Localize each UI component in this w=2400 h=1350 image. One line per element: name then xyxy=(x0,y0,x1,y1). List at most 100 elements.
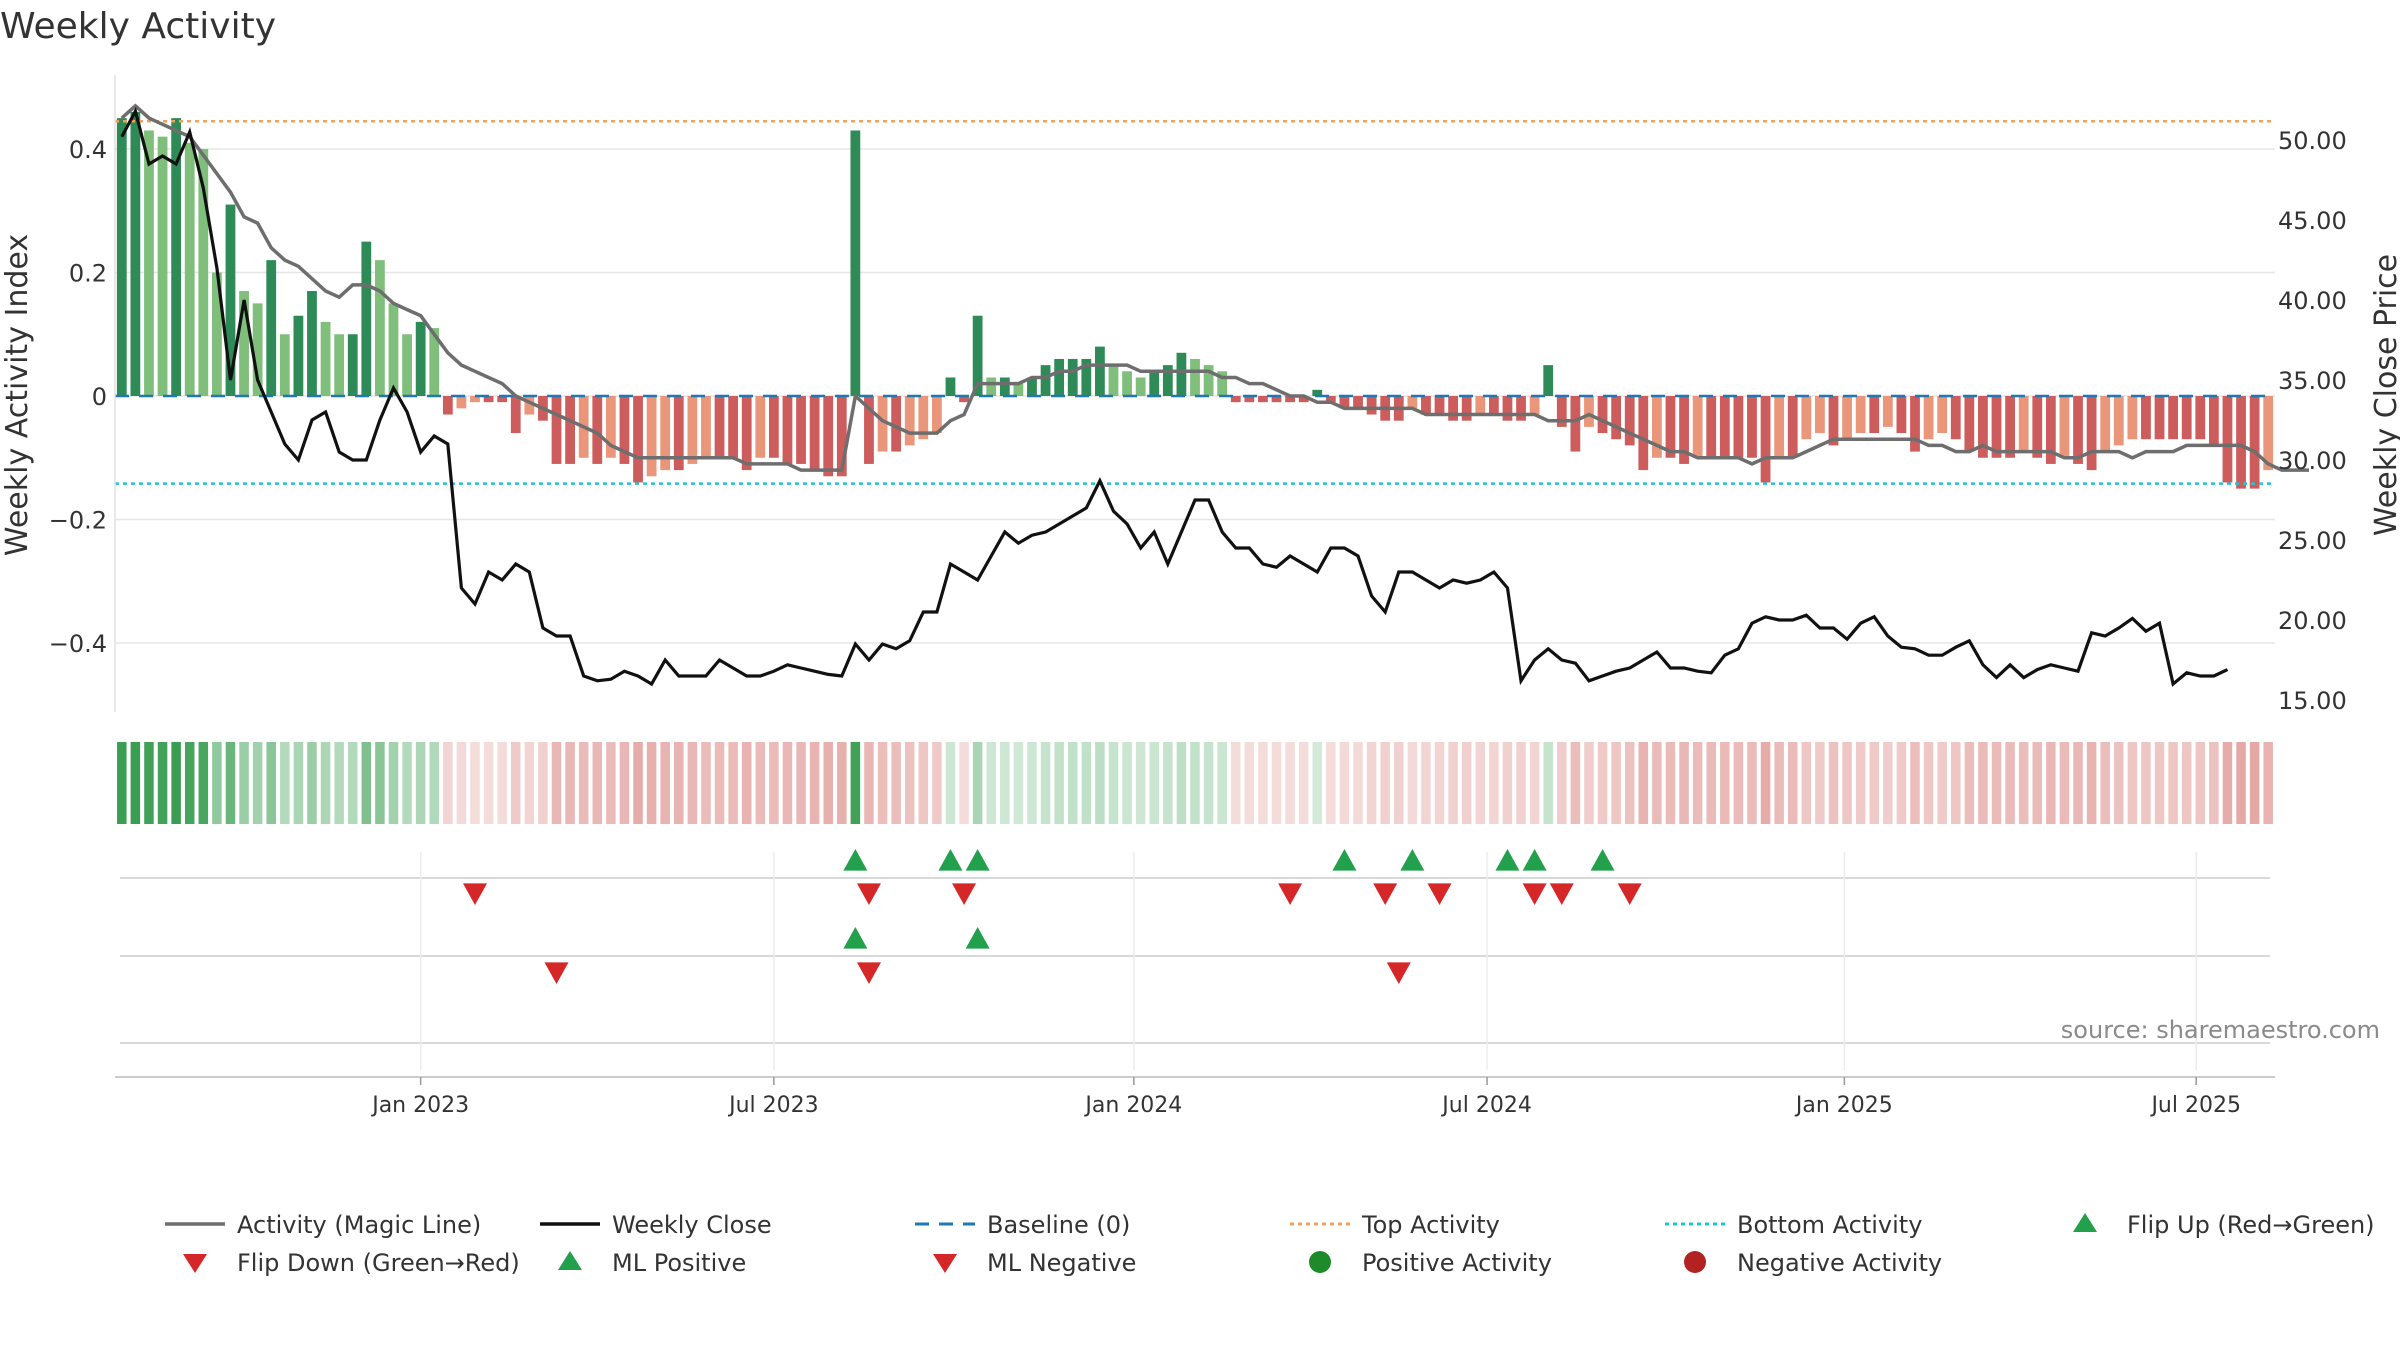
heat-cell xyxy=(1652,742,1662,824)
right-tick-label: 20.00 xyxy=(2278,607,2347,635)
heat-cell xyxy=(1855,742,1866,824)
flip-down-marker xyxy=(1427,883,1452,905)
heat-cell xyxy=(1448,742,1458,824)
heat-cell xyxy=(1122,742,1132,824)
right-tick-label: 30.00 xyxy=(2278,447,2347,475)
activity-bar xyxy=(1366,396,1377,415)
heat-cell xyxy=(1339,742,1350,824)
heat-cell xyxy=(1353,742,1363,824)
heat-cell xyxy=(1000,742,1010,824)
activity-bar xyxy=(2100,396,2111,452)
activity-bar xyxy=(633,396,643,483)
heat-cell xyxy=(1067,742,1078,824)
flip-down-marker xyxy=(1522,883,1547,905)
activity-bar xyxy=(1067,358,1078,396)
x-tick-label: Jul 2023 xyxy=(727,1093,819,1118)
flip-down-marker xyxy=(1549,883,1574,905)
flip-up-marker xyxy=(1522,849,1547,871)
activity-bar xyxy=(1108,365,1119,396)
legend-swatch xyxy=(933,1254,957,1273)
activity-bar xyxy=(1176,352,1187,396)
activity-bar xyxy=(2222,396,2233,483)
heat-cell xyxy=(918,742,929,824)
heat-cell xyxy=(511,742,521,824)
heat-cell xyxy=(1584,742,1594,824)
heat-cell xyxy=(1692,742,1703,824)
heat-cell xyxy=(714,742,725,824)
activity-bar xyxy=(198,149,209,396)
heat-cell xyxy=(1720,742,1730,824)
legend-label: Negative Activity xyxy=(1737,1249,1942,1277)
heat-cell xyxy=(1421,742,1431,824)
activity-bar xyxy=(1353,396,1363,409)
heat-cell xyxy=(1624,742,1635,824)
x-tick-label: Jan 2024 xyxy=(1083,1093,1182,1118)
heat-cell xyxy=(864,742,874,824)
activity-bar xyxy=(184,142,195,396)
activity-bar xyxy=(551,396,562,464)
activity-bar xyxy=(1692,396,1703,458)
activity-bar xyxy=(904,396,915,446)
activity-bar xyxy=(171,118,182,396)
heat-cell xyxy=(1787,742,1798,824)
heat-cell xyxy=(1842,742,1852,824)
activity-bar xyxy=(2032,396,2043,458)
activity-bar xyxy=(701,396,711,458)
heat-cell xyxy=(483,742,494,824)
right-axis-title: Weekly Close Price xyxy=(2369,254,2400,536)
heat-cell xyxy=(212,742,222,824)
activity-bar xyxy=(524,396,535,415)
heat-cell xyxy=(361,742,372,824)
activity-bar xyxy=(1923,396,1934,440)
legend-swatch xyxy=(1309,1251,1331,1273)
activity-bar xyxy=(1950,396,1961,440)
activity-bar xyxy=(1095,346,1105,396)
heat-cell xyxy=(1244,742,1255,824)
activity-bar xyxy=(2249,396,2260,489)
heat-cell xyxy=(239,742,249,824)
heat-cell xyxy=(117,742,127,824)
heat-cell xyxy=(850,742,861,824)
activity-bar xyxy=(1638,396,1649,471)
activity-bar xyxy=(1978,396,1988,458)
activity-bar xyxy=(728,396,739,458)
activity-bar xyxy=(1421,396,1431,415)
activity-bar xyxy=(130,111,141,396)
heat-cell xyxy=(796,742,806,824)
flip-up-marker xyxy=(843,849,868,871)
heat-cell xyxy=(1502,742,1513,824)
ml-negative-marker xyxy=(856,962,881,984)
heat-cell xyxy=(1638,742,1649,824)
legend-item: Top Activity xyxy=(1290,1211,1500,1239)
signal-markers xyxy=(120,849,2270,1070)
activity-bar xyxy=(2141,396,2151,440)
heat-cell xyxy=(252,742,263,824)
heat-cell xyxy=(932,742,942,824)
activity-bar xyxy=(959,396,969,403)
heat-cell xyxy=(470,742,480,824)
activity-bar xyxy=(1190,358,1200,396)
right-tick-label: 25.00 xyxy=(2278,527,2347,555)
activity-bar xyxy=(2168,396,2179,440)
heat-cell xyxy=(1747,742,1757,824)
heat-cell xyxy=(1271,742,1282,824)
activity-bar xyxy=(1502,396,1513,421)
heat-cell xyxy=(1679,742,1689,824)
heat-cell xyxy=(2018,742,2029,824)
left-tick-label: −0.4 xyxy=(49,630,107,658)
heat-cell xyxy=(1869,742,1879,824)
heat-cell xyxy=(1108,742,1119,824)
activity-bar xyxy=(456,396,467,409)
activity-bar xyxy=(1244,396,1255,403)
heat-cell xyxy=(1231,742,1241,824)
heat-cell xyxy=(1040,742,1051,824)
activity-bar xyxy=(1815,396,1825,434)
heat-cell xyxy=(198,742,209,824)
legend-label: Flip Down (Green→Red) xyxy=(237,1249,520,1277)
activity-bar xyxy=(402,334,412,396)
heat-cell xyxy=(1013,742,1024,824)
heat-cell xyxy=(1570,742,1581,824)
activity-bar xyxy=(2236,396,2246,489)
activity-bar xyxy=(116,118,127,396)
activity-bar xyxy=(999,377,1010,396)
